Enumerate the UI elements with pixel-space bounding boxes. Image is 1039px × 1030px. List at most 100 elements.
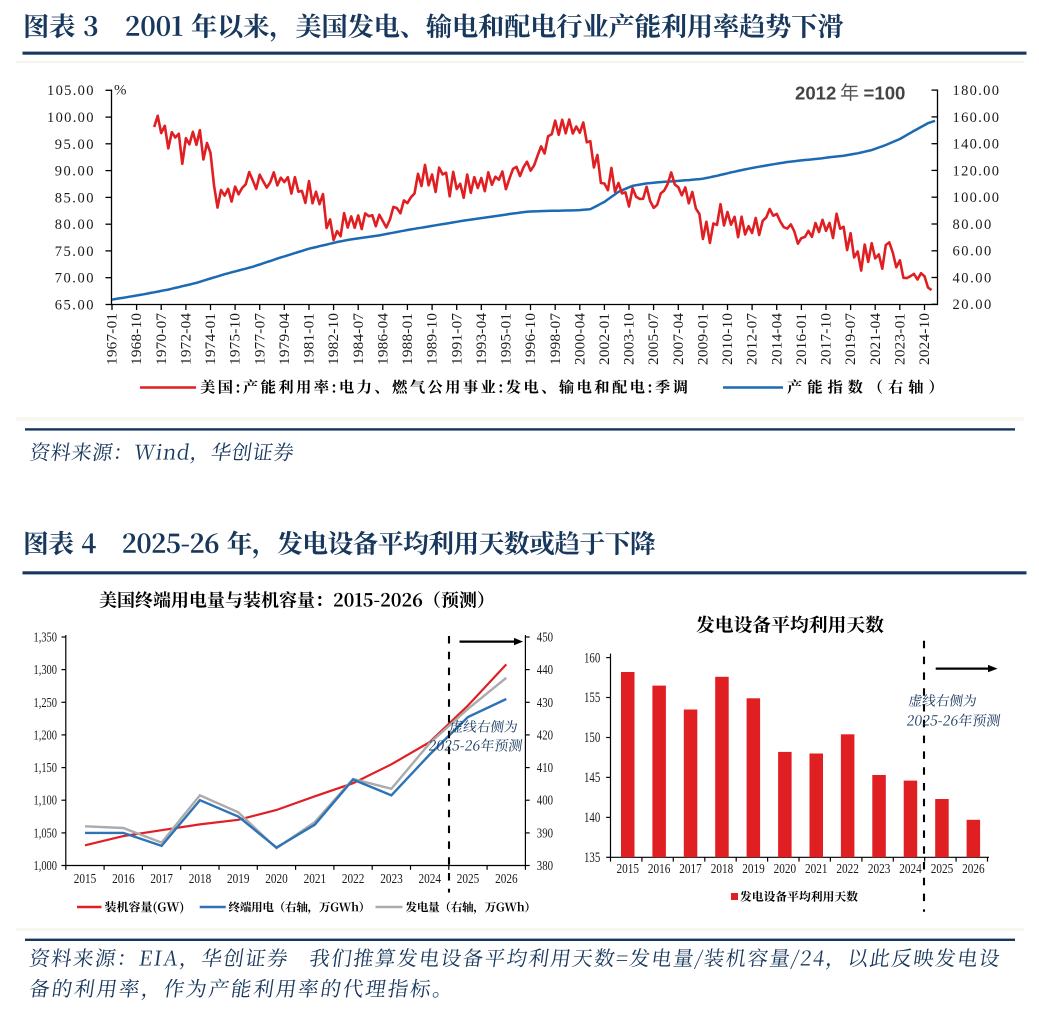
svg-text:1,200: 1,200: [34, 727, 58, 742]
svg-text:80.00: 80.00: [953, 217, 992, 233]
svg-text:2022: 2022: [342, 871, 365, 886]
svg-text:2018: 2018: [711, 861, 734, 876]
svg-text:2024: 2024: [419, 871, 442, 886]
svg-text:2019: 2019: [227, 871, 250, 886]
svg-text:180.00: 180.00: [953, 83, 1000, 99]
svg-text:150: 150: [584, 730, 600, 746]
svg-text:1,050: 1,050: [34, 825, 58, 840]
svg-text:160.00: 160.00: [953, 110, 1000, 126]
svg-text:1,300: 1,300: [34, 662, 58, 677]
svg-text:1986-04: 1986-04: [374, 313, 391, 365]
svg-text:20.00: 20.00: [953, 297, 992, 313]
svg-text:2003-10: 2003-10: [621, 313, 638, 365]
svg-text:2016: 2016: [112, 871, 135, 886]
svg-text:60.00: 60.00: [953, 244, 992, 260]
svg-text:2009-01: 2009-01: [695, 313, 712, 365]
svg-text:1967-01: 1967-01: [104, 313, 121, 365]
svg-text:2012: 2012: [795, 83, 836, 104]
svg-text:1,350: 1,350: [34, 630, 58, 645]
svg-text:2000-04: 2000-04: [571, 313, 588, 365]
svg-text:1991-07: 1991-07: [448, 313, 465, 365]
svg-text:1988-01: 1988-01: [399, 313, 416, 365]
svg-text:2007-04: 2007-04: [670, 313, 687, 365]
svg-text:80.00: 80.00: [55, 217, 94, 233]
svg-text:135: 135: [584, 850, 600, 866]
svg-text:95.00: 95.00: [55, 137, 94, 153]
svg-text:105.00: 105.00: [47, 83, 94, 99]
svg-text:1,100: 1,100: [34, 793, 58, 808]
svg-text:2005-07: 2005-07: [645, 313, 662, 365]
svg-text:2023: 2023: [380, 871, 403, 886]
svg-text:%: %: [114, 83, 127, 99]
svg-text:2022: 2022: [836, 861, 859, 876]
svg-text:75.00: 75.00: [55, 244, 94, 260]
svg-text:1982-10: 1982-10: [325, 313, 342, 365]
svg-text:1,000: 1,000: [34, 858, 58, 873]
svg-text:1979-04: 1979-04: [276, 313, 293, 365]
svg-text:1975-10: 1975-10: [227, 313, 244, 365]
svg-text:2019-07: 2019-07: [842, 313, 859, 365]
svg-text:2015: 2015: [617, 861, 640, 876]
svg-text:90.00: 90.00: [55, 164, 94, 180]
svg-text:2019: 2019: [742, 861, 765, 876]
svg-text:2020: 2020: [265, 871, 288, 886]
svg-text:1977-07: 1977-07: [251, 313, 268, 365]
svg-text:145: 145: [584, 770, 600, 786]
svg-text:390: 390: [537, 825, 553, 840]
svg-text:1995-01: 1995-01: [498, 313, 515, 365]
svg-text:2014-04: 2014-04: [768, 313, 785, 365]
svg-text:1,150: 1,150: [34, 760, 58, 775]
svg-text:2026: 2026: [495, 871, 518, 886]
svg-text:100.00: 100.00: [953, 190, 1000, 206]
svg-text:2021-04: 2021-04: [867, 313, 884, 365]
svg-text:2016-01: 2016-01: [793, 313, 810, 365]
svg-text:140: 140: [584, 810, 600, 826]
svg-text:2010-10: 2010-10: [719, 313, 736, 365]
svg-text:65.00: 65.00: [55, 297, 94, 313]
svg-text:155: 155: [584, 690, 600, 706]
svg-text:2015: 2015: [74, 871, 97, 886]
svg-text:2017-10: 2017-10: [818, 313, 835, 365]
svg-text:2002-01: 2002-01: [596, 313, 613, 365]
svg-text:1972-04: 1972-04: [178, 313, 195, 365]
svg-text:2021: 2021: [304, 871, 327, 886]
svg-text:=100: =100: [864, 83, 906, 104]
svg-text:160: 160: [584, 650, 600, 666]
svg-text:1970-07: 1970-07: [153, 313, 170, 365]
svg-text:430: 430: [537, 695, 553, 710]
svg-text:1998-07: 1998-07: [547, 313, 564, 365]
svg-text:120.00: 120.00: [953, 163, 1000, 179]
svg-text:2016: 2016: [648, 861, 671, 876]
svg-text:140.00: 140.00: [953, 137, 1000, 153]
svg-text:2024: 2024: [899, 861, 922, 876]
svg-text:2018: 2018: [189, 871, 212, 886]
svg-text:1968-10: 1968-10: [128, 313, 145, 365]
svg-text:2023-01: 2023-01: [891, 313, 908, 365]
svg-text:2017: 2017: [679, 861, 702, 876]
svg-text:1981-01: 1981-01: [301, 313, 318, 365]
svg-text:2026: 2026: [962, 861, 985, 876]
svg-text:1984-07: 1984-07: [350, 313, 367, 365]
svg-text:420: 420: [537, 727, 553, 742]
svg-text:2024-10: 2024-10: [916, 313, 933, 365]
svg-text:400: 400: [537, 793, 553, 808]
svg-text:2023: 2023: [868, 861, 891, 876]
svg-text:1974-01: 1974-01: [202, 313, 219, 365]
svg-text:100.00: 100.00: [47, 110, 94, 126]
svg-text:2017: 2017: [150, 871, 173, 886]
svg-text:410: 410: [537, 760, 553, 775]
svg-text:2020: 2020: [774, 861, 797, 876]
svg-text:450: 450: [537, 630, 553, 645]
svg-text:1,250: 1,250: [34, 695, 58, 710]
svg-text:380: 380: [537, 858, 553, 873]
svg-text:2012-07: 2012-07: [744, 313, 761, 365]
svg-text:1993-04: 1993-04: [473, 313, 490, 365]
svg-text:40.00: 40.00: [953, 270, 992, 286]
svg-text:1996-10: 1996-10: [522, 313, 539, 365]
svg-text:85.00: 85.00: [55, 190, 94, 206]
svg-text:1989-10: 1989-10: [424, 313, 441, 365]
svg-text:2025: 2025: [931, 861, 954, 876]
svg-text:2025: 2025: [457, 871, 480, 886]
svg-text:2021: 2021: [805, 861, 828, 876]
svg-text:70.00: 70.00: [55, 271, 94, 287]
